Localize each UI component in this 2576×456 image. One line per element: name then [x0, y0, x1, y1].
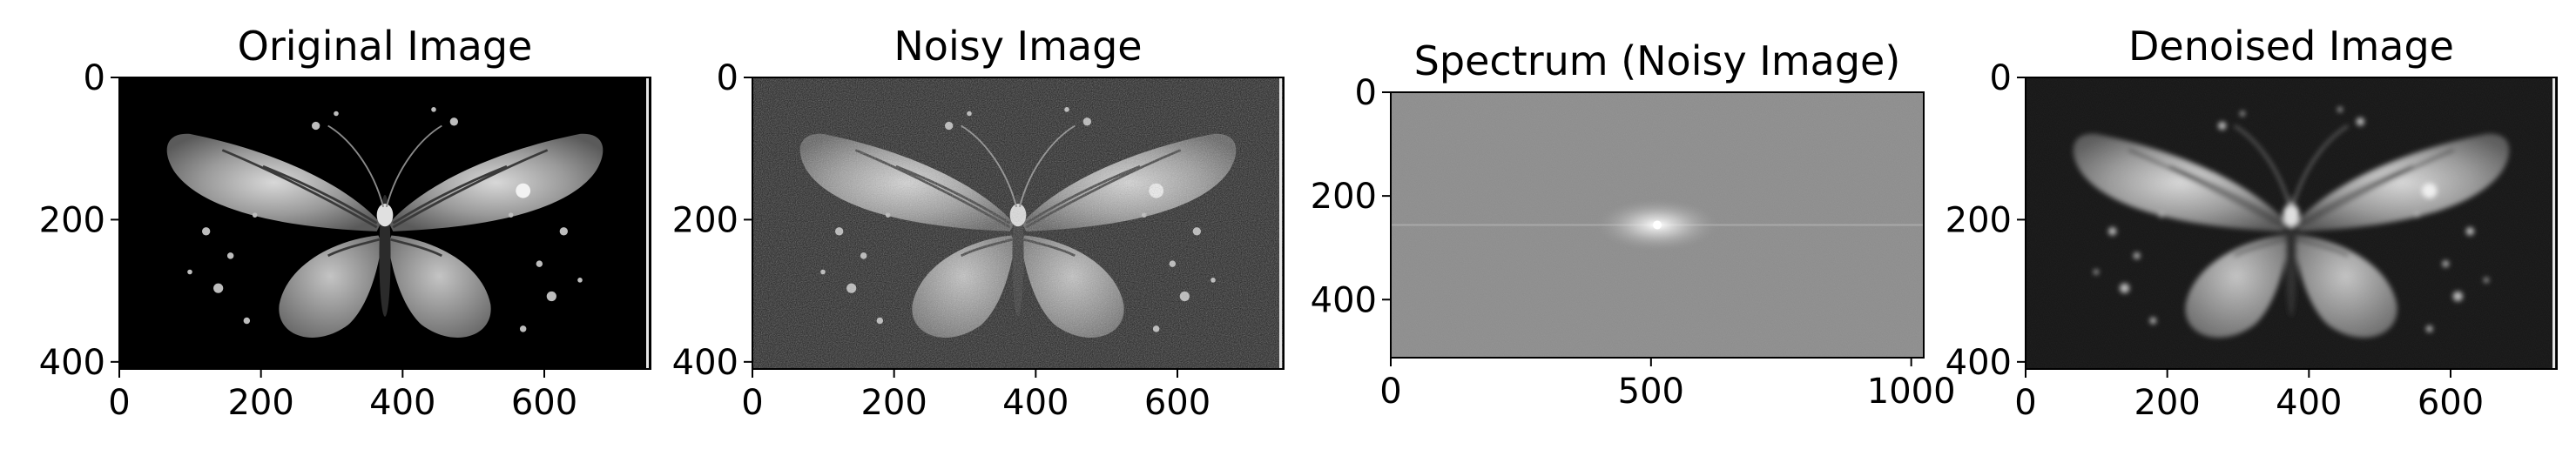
original-image-xtick-label: 400 [369, 383, 435, 423]
noisy-image-ytick-label: 400 [672, 343, 738, 383]
spectrum-noisy-image-image [1391, 92, 1924, 358]
denoised-image-title: Denoised Image [2128, 23, 2454, 70]
denoised-image-xtick-label: 400 [2276, 383, 2342, 423]
spectrum-noisy-image-frame [1390, 91, 1925, 359]
noisy-image-frame [752, 77, 1285, 370]
original-image-title: Original Image [238, 23, 533, 70]
spectrum-noisy-image-xtick-label: 1000 [1867, 372, 1956, 412]
spectrum-noisy-image-title: Spectrum (Noisy Image) [1414, 37, 1901, 84]
noisy-image-ytick-label: 0 [717, 58, 738, 98]
original-image-frame [118, 77, 651, 370]
original-image-ytick-label: 0 [84, 58, 105, 98]
spectrum-noisy-image-xtick-label: 0 [1379, 372, 1401, 412]
noisy-image-image [752, 77, 1284, 369]
denoised-image-xtick-label: 200 [2134, 383, 2200, 423]
noisy-image-xtick-label: 400 [1002, 383, 1069, 423]
denoised-image-panel: Denoised Image 0 200 400 600 0 200 400 [1945, 23, 2558, 423]
noisy-image-xtick-label: 200 [860, 383, 927, 423]
denoised-image-ytick-label: 0 [1990, 58, 2012, 98]
noisy-image-title: Noisy Image [894, 23, 1142, 70]
original-image-xtick-label: 0 [108, 383, 130, 423]
original-image-xtick-label: 600 [511, 383, 577, 423]
denoised-image-ytick-label: 400 [1945, 343, 2012, 383]
noisy-image-ytick-label: 200 [672, 200, 738, 240]
original-image-ytick-label: 400 [39, 343, 105, 383]
spectrum-noisy-image-xtick-label: 500 [1618, 372, 1684, 412]
spectrum-noisy-image-ytick-label: 400 [1311, 280, 1377, 320]
denoised-image-image [2026, 77, 2557, 369]
original-image-panel: Original Image 0 200 400 600 0 200 400 [39, 23, 651, 423]
spectrum-noisy-image-ytick-label: 0 [1355, 73, 1377, 113]
original-image-ytick-label: 200 [39, 200, 105, 240]
denoised-image-xtick-label: 600 [2418, 383, 2484, 423]
spectrum-noisy-image-ytick-label: 200 [1311, 177, 1377, 217]
original-image-image [119, 77, 651, 369]
noisy-image-xtick-label: 600 [1144, 383, 1210, 423]
spectrum-noisy-image-panel: Spectrum (Noisy Image) 0 500 1000 0 200 400 [1311, 37, 1956, 412]
original-image-xtick-label: 200 [227, 383, 293, 423]
denoised-image-frame [2025, 77, 2558, 370]
noisy-image-xtick-label: 0 [741, 383, 763, 423]
noisy-image-panel: Noisy Image 0 200 400 600 0 200 400 [672, 23, 1285, 423]
denoised-image-ytick-label: 200 [1945, 200, 2012, 240]
denoised-image-xtick-label: 0 [2014, 383, 2036, 423]
